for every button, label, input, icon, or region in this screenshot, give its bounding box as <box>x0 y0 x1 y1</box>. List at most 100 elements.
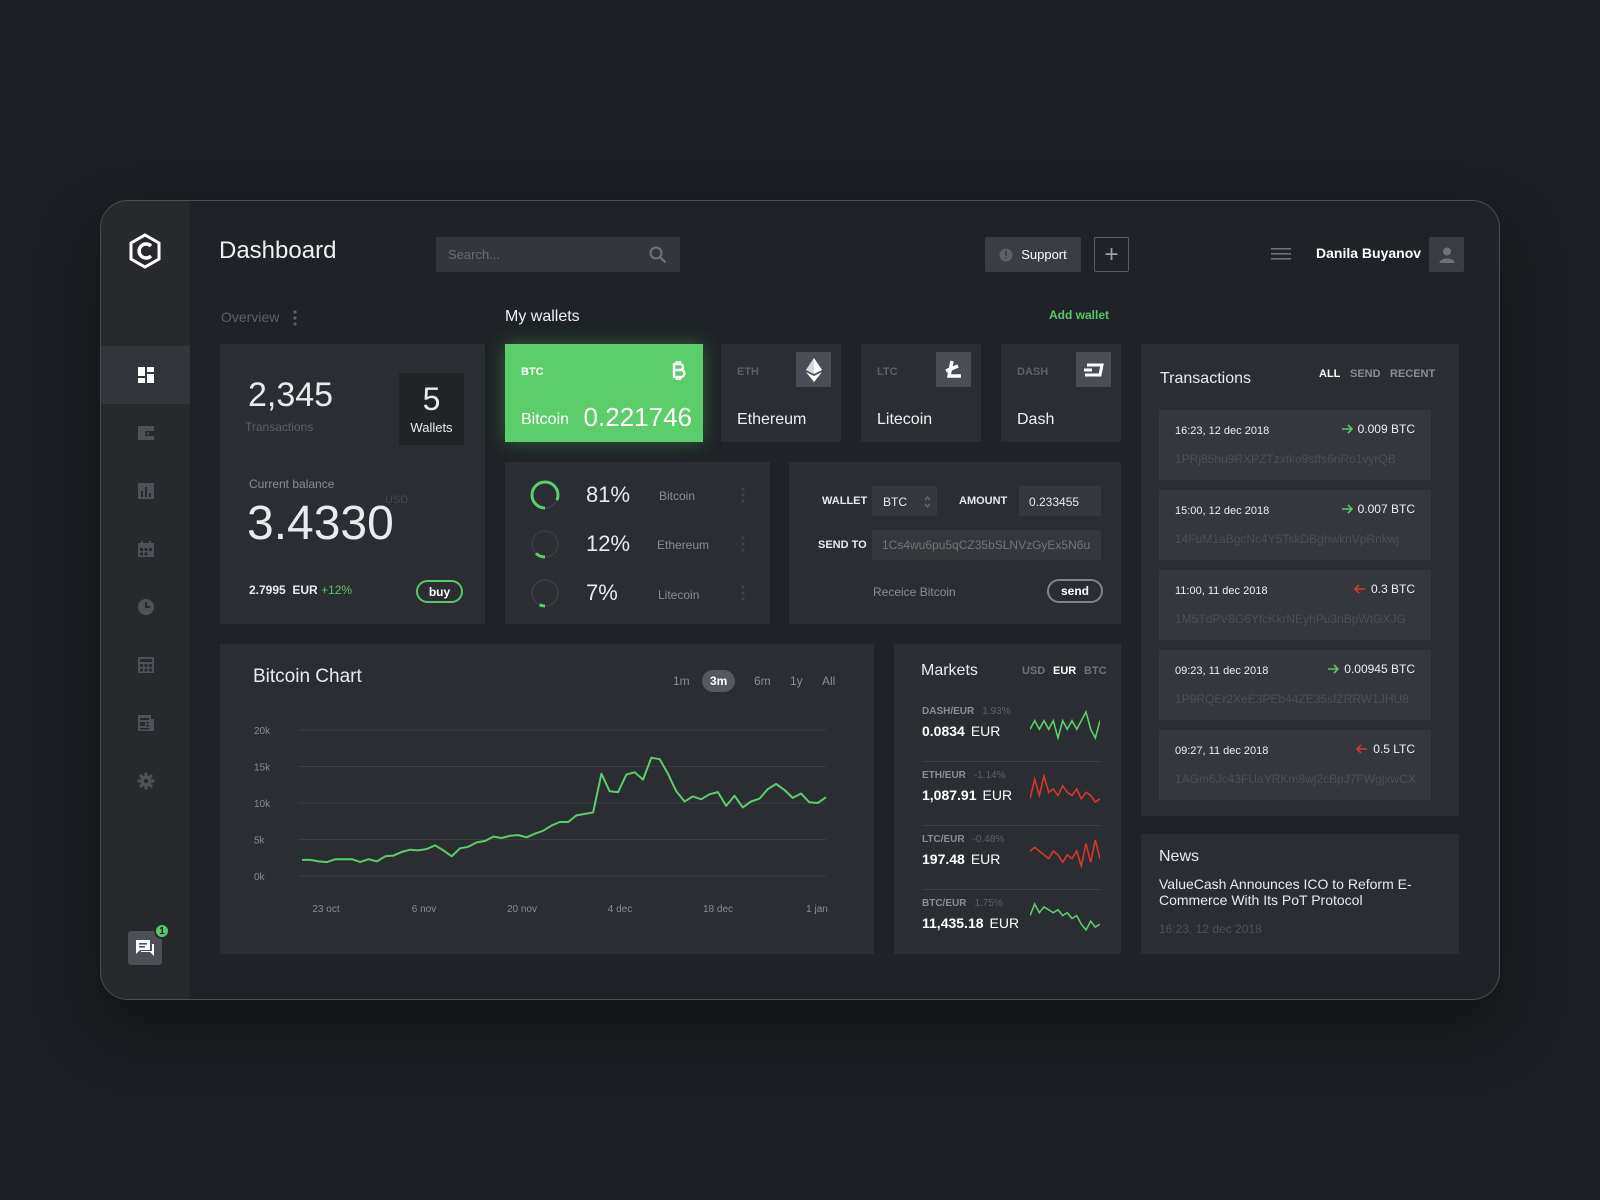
x-tick-label: 23 oct <box>312 904 339 915</box>
allocation-name: Ethereum <box>657 538 710 552</box>
market-row[interactable]: DASH/EUR 1.93% 0.0834 EUR <box>922 698 1100 762</box>
sidebar-item-calendar[interactable] <box>101 520 190 578</box>
more-icon[interactable] <box>293 310 297 326</box>
sidebar-item-history[interactable] <box>101 578 190 636</box>
news-title: News <box>1159 848 1200 865</box>
balance-label: Current balance <box>249 477 335 491</box>
currency-eur[interactable]: EUR <box>1053 665 1077 677</box>
user-name[interactable]: Danila Buyanov <box>1316 245 1422 261</box>
market-row[interactable]: LTC/EUR -0.48% 197.48 EUR <box>922 826 1100 890</box>
bitcoin-line-chart: 20k 15k 10k 5k 0k 23 oct 6 nov 20 nov 4 dec 18 de… <box>254 726 828 915</box>
market-row[interactable]: ETH/EUR -1.14% 1,087.91 EUR <box>922 762 1100 826</box>
search-icon[interactable] <box>649 246 667 264</box>
allocation-ring <box>530 578 560 608</box>
stepper-icon <box>924 496 931 508</box>
transaction-date: 09:27, 11 dec 2018 <box>1175 745 1269 757</box>
balance-unit: USD <box>385 494 409 506</box>
menu-icon[interactable] <box>1271 246 1291 262</box>
market-row[interactable]: BTC/EUR 1.75% 11,435.18 EUR <box>922 890 1100 954</box>
user-icon <box>1439 247 1454 263</box>
currency-btc[interactable]: BTC <box>1084 665 1107 677</box>
range-3m[interactable]: 3m <box>702 670 736 692</box>
transaction-date: 15:00, 12 dec 2018 <box>1175 505 1270 517</box>
wallet-code: DASH <box>1017 366 1049 378</box>
transaction-item[interactable]: 15:00, 12 dec 2018 0.007 BTC 14FuM1aBgcNc4… <box>1159 490 1431 560</box>
x-tick-label: 4 dec <box>608 904 632 915</box>
y-tick-label: 0k <box>254 872 266 883</box>
add-button[interactable]: + <box>1094 237 1129 272</box>
x-tick-label: 18 dec <box>703 904 733 915</box>
wallet-name: Dash <box>1017 411 1055 428</box>
sidebar-item-stats[interactable] <box>101 462 190 520</box>
allocation-percent: 81% <box>586 482 631 507</box>
range-all[interactable]: All <box>822 674 836 688</box>
transaction-item[interactable]: 09:23, 11 dec 2018 0.00945 BTC 1P9RQEr2XeE… <box>1159 650 1431 720</box>
arrow-right-icon <box>1328 664 1340 674</box>
dashboard-icon <box>137 367 154 383</box>
dashboard-window: 1 Dashboard Support + Danila Buyanov Ove… <box>100 200 1500 1000</box>
filter-all[interactable]: ALL <box>1319 368 1341 380</box>
chat-icon <box>136 940 154 956</box>
news-date: 16:23, 12 dec 2018 <box>1159 922 1262 936</box>
allocation-ring <box>530 529 560 559</box>
range-1y[interactable]: 1y <box>790 674 803 688</box>
rate-line: 2.7995 EUR +12% <box>249 583 353 597</box>
market-pair: BTC/EUR 1.75% <box>922 898 1003 909</box>
wallets-count-box[interactable]: 5 Wallets <box>399 373 464 445</box>
info-icon <box>999 248 1013 261</box>
sidebar-item-wallet[interactable] <box>101 404 190 462</box>
amount-field[interactable]: 0.233455 <box>1019 486 1101 516</box>
sidebar-item-settings[interactable] <box>101 752 190 810</box>
transaction-address: 14FuM1aBgcNc4Y5TskDBghwknVpRnkwj <box>1175 532 1400 546</box>
wallet-card-btc[interactable]: BTC Bitcoin 0.221746 <box>505 344 703 442</box>
wallet-icon <box>137 426 154 440</box>
search-input[interactable] <box>436 237 680 272</box>
wallet-card-eth[interactable]: ETH Ethereum <box>721 344 841 442</box>
avatar[interactable] <box>1429 237 1464 272</box>
chat-button[interactable]: 1 <box>128 923 170 965</box>
transactions-card: Transactions ALL SEND RECENT 16:23, 12 d… <box>1141 344 1459 816</box>
ethereum-icon <box>796 352 831 387</box>
rate-change: +12% <box>321 583 353 597</box>
range-1m[interactable]: 1m <box>673 674 690 688</box>
allocation-name: Litecoin <box>658 588 700 602</box>
overview-card: 2,345 Transactions 5 Wallets Current bal… <box>220 344 485 624</box>
sidebar-item-dashboard[interactable] <box>101 346 190 404</box>
wallet-card-dash[interactable]: DASH Dash <box>1001 344 1121 442</box>
more-icon[interactable] <box>741 487 745 503</box>
wallet-code: LTC <box>877 366 898 378</box>
more-icon[interactable] <box>741 585 745 601</box>
sparkline-path <box>1030 772 1100 804</box>
wallet-select[interactable]: BTC <box>872 486 937 516</box>
more-icon[interactable] <box>741 536 745 552</box>
buy-button[interactable]: buy <box>416 580 463 603</box>
news-headline[interactable]: ValueCash Announces ICO to Reform E-Comm… <box>1159 876 1412 908</box>
send-button[interactable]: send <box>1047 579 1103 603</box>
clock-icon <box>137 599 154 615</box>
transaction-item[interactable]: 16:23, 12 dec 2018 0.009 BTC 1PRj85hu9RXPZ… <box>1159 410 1431 480</box>
amount-label: AMOUNT <box>959 495 1008 507</box>
calendar-icon <box>137 541 154 557</box>
sparkline-path <box>1030 839 1100 870</box>
news-card: News ValueCash Announces ICO to Reform E… <box>1141 834 1459 954</box>
sidebar-item-news[interactable] <box>101 694 190 752</box>
gear-icon <box>137 772 154 790</box>
sidebar-item-calculator[interactable] <box>101 636 190 694</box>
send-card: WALLET BTC AMOUNT 0.233455 SEND TO Recei… <box>789 462 1121 624</box>
support-button[interactable]: Support <box>985 237 1081 272</box>
range-6m[interactable]: 6m <box>754 674 771 688</box>
filter-recent[interactable]: RECENT <box>1390 368 1436 380</box>
market-change: 1.75% <box>974 898 1003 909</box>
transaction-item[interactable]: 09:27, 11 dec 2018 0.5 LTC 1AGm6Jc43FUaYRK… <box>1159 730 1431 800</box>
allocation-percent: 7% <box>586 580 618 605</box>
currency-usd[interactable]: USD <box>1022 665 1046 677</box>
receive-link[interactable]: Receice Bitcoin <box>873 585 956 599</box>
sparkline-path <box>1030 902 1100 932</box>
wallet-card-ltc[interactable]: LTC Litecoin <box>861 344 981 442</box>
sendto-input[interactable] <box>872 530 1101 560</box>
add-wallet-link[interactable]: Add wallet <box>1049 308 1110 322</box>
filter-send[interactable]: SEND <box>1350 368 1381 380</box>
transaction-item[interactable]: 11:00, 11 dec 2018 0.3 BTC 1M5TdPV8G6YfcKk… <box>1159 570 1431 640</box>
market-value: 1,087.91 EUR <box>922 787 1013 803</box>
sparkline-path <box>1030 709 1100 742</box>
